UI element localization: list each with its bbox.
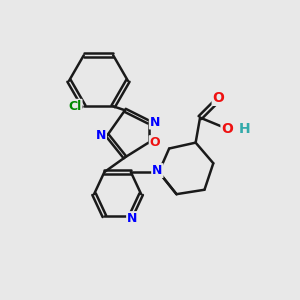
Text: N: N: [96, 129, 106, 142]
Text: Cl: Cl: [68, 100, 82, 113]
Text: N: N: [127, 212, 137, 225]
Text: N: N: [152, 164, 163, 177]
Text: O: O: [221, 122, 233, 136]
Text: H: H: [238, 122, 250, 136]
Text: O: O: [213, 91, 224, 105]
Text: O: O: [150, 136, 160, 149]
Text: N: N: [150, 116, 160, 128]
